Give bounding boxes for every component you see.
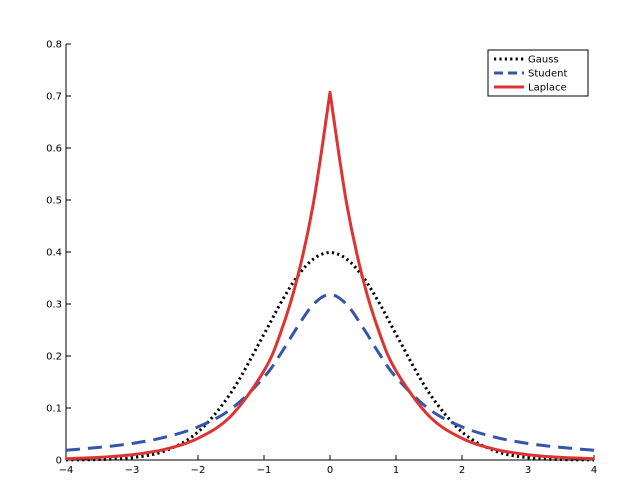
legend: Gauss Student Laplace [487,49,589,97]
x-tick-label: 3 [525,465,531,476]
y-tick-label: 0.2 [46,352,62,363]
legend-label-student: Student [528,69,567,80]
y-tick-label: 0.6 [46,144,62,155]
y-tick-label: 0.8 [46,40,62,51]
x-tick-label: 1 [393,465,399,476]
series-layer [65,90,595,462]
x-tick-label: 4 [591,465,597,476]
x-tick-label: 0 [327,465,333,476]
x-tick-label: −1 [257,465,272,476]
y-tick-label: 0.7 [46,92,62,103]
x-tick-label: −4 [59,465,74,476]
legend-label-gauss: Gauss [528,55,559,66]
y-tick-label: 0.3 [46,300,62,311]
x-tick-label: −2 [191,465,206,476]
y-tick-label: 0 [56,456,62,467]
x-tick-label: 2 [459,465,465,476]
series-line-laplace [65,90,595,461]
series-line-gauss [65,251,595,462]
x-tick-label: −3 [125,465,140,476]
legend-label-laplace: Laplace [528,83,567,94]
y-tick-label: 0.5 [46,196,62,207]
series-line-student [65,292,595,452]
y-tick-label: 0.1 [46,404,62,415]
y-tick-label: 0.4 [46,248,62,259]
axes: 0 0.1 0.2 0.3 0.4 0.5 0.6 0.7 0.8 −4 −3 −2 −1 0 1 2 3 4 [46,40,597,477]
